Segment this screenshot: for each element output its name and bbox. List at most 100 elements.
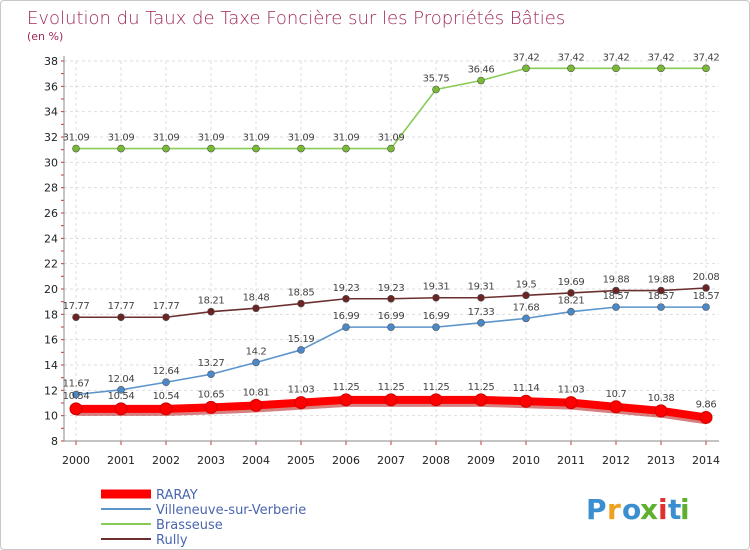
y-tick-label: 34	[44, 106, 58, 119]
data-point	[477, 293, 485, 302]
data-label: 31.09	[63, 133, 90, 144]
data-point	[72, 144, 80, 153]
data-point	[657, 303, 665, 311]
data-point	[294, 396, 308, 410]
data-point	[252, 144, 260, 153]
x-tick-label: 2013	[647, 454, 675, 467]
chart-subtitle: (en %)	[27, 30, 63, 43]
data-point	[342, 144, 350, 153]
data-point	[159, 402, 173, 416]
data-label: 12.64	[153, 366, 180, 377]
data-point	[114, 402, 128, 416]
data-label: 31.09	[153, 133, 180, 144]
data-point	[252, 358, 260, 367]
x-tick-label: 2008	[422, 454, 450, 467]
y-tick-label: 38	[44, 55, 58, 68]
data-point	[339, 393, 353, 407]
data-point	[297, 299, 305, 308]
data-label: 10.7	[606, 389, 627, 400]
data-point	[69, 402, 83, 416]
data-point	[387, 323, 395, 331]
data-label: 37.42	[558, 52, 585, 63]
data-point	[207, 144, 215, 153]
data-point	[612, 303, 620, 311]
data-point	[567, 307, 575, 316]
data-label: 13.27	[198, 358, 225, 369]
data-label: 11.25	[468, 382, 495, 393]
data-point	[612, 286, 620, 295]
data-label: 19.31	[423, 282, 450, 293]
data-point	[567, 289, 575, 297]
data-point	[657, 286, 665, 295]
data-point	[702, 284, 710, 292]
y-tick-label: 14	[44, 359, 58, 372]
data-point	[657, 64, 665, 73]
data-point	[342, 323, 350, 331]
data-point	[72, 390, 80, 399]
data-labels: 31.09 31.09 31.09 31.09 31.09 31.09 31.09 31.09…	[63, 52, 720, 410]
logo-letter: r	[607, 493, 621, 526]
data-point	[609, 400, 623, 414]
logo-letter: P	[586, 493, 607, 526]
x-tick-label: 2003	[197, 454, 225, 467]
data-point	[297, 144, 305, 153]
data-label: 15.19	[288, 334, 315, 345]
data-point	[249, 398, 263, 412]
data-point	[162, 144, 170, 153]
data-point	[564, 396, 578, 410]
y-tick-label: 10	[44, 410, 58, 423]
x-tick-label: 2001	[107, 454, 135, 467]
y-tick-label: 24	[44, 232, 58, 245]
data-point	[207, 307, 215, 316]
x-tick-label: 2000	[62, 454, 90, 467]
data-label: 36.46	[468, 65, 495, 76]
data-label: 19.88	[603, 275, 630, 286]
data-label: 10.54	[108, 391, 135, 402]
y-tick-label: 8	[51, 435, 58, 448]
data-point	[612, 64, 620, 73]
y-tick-label: 22	[44, 258, 58, 271]
data-point	[699, 410, 713, 424]
y-tick-label: 32	[44, 131, 58, 144]
data-label: 37.42	[603, 52, 630, 63]
data-label: 31.09	[333, 133, 360, 144]
legend-label: Brasseuse	[156, 518, 223, 533]
data-label: 11.25	[378, 382, 405, 393]
data-point	[654, 404, 668, 418]
data-label: 10.65	[198, 389, 225, 400]
data-point	[162, 313, 170, 322]
data-label: 17.77	[153, 301, 180, 312]
axes: 8 10 12 14 16 18 20 22 24 26 28 30 32 34 36 38 2000 2001 2…	[44, 55, 720, 467]
legend: RARAYVilleneuve-sur-VerberieBrasseuseRul…	[101, 488, 306, 548]
y-tick-label: 36	[44, 80, 58, 93]
data-label: 11.14	[513, 383, 540, 394]
data-point	[474, 393, 488, 407]
logo-letter: x	[640, 493, 658, 526]
data-point	[477, 319, 485, 327]
data-label: 19.5	[516, 279, 537, 290]
data-label: 18.57	[648, 291, 675, 302]
data-point	[117, 313, 125, 322]
data-point	[342, 294, 350, 303]
data-label: 31.09	[108, 133, 135, 144]
x-tick-label: 2011	[557, 454, 585, 467]
data-label: 18.21	[558, 296, 585, 307]
data-point	[567, 64, 575, 73]
data-label: 18.48	[243, 292, 270, 303]
x-tick-label: 2007	[377, 454, 405, 467]
data-point	[384, 393, 398, 407]
data-point	[522, 64, 530, 73]
x-tick-label: 2010	[512, 454, 540, 467]
data-label: 31.09	[378, 133, 405, 144]
x-tick-label: 2002	[152, 454, 180, 467]
data-label: 14.2	[246, 346, 267, 357]
data-label: 31.09	[288, 133, 315, 144]
data-label: 31.09	[198, 133, 225, 144]
x-tick-label: 2009	[467, 454, 495, 467]
data-point	[117, 144, 125, 153]
data-point	[162, 378, 170, 387]
data-point	[207, 370, 215, 379]
data-label: 20.08	[693, 272, 720, 283]
